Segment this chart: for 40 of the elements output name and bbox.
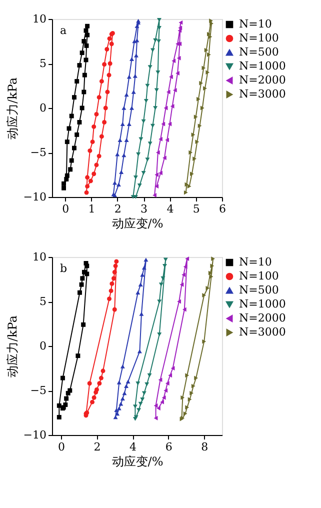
- x-tick-label: 8: [201, 440, 208, 454]
- y-tick-label: 5: [40, 57, 46, 70]
- x-axis-title: 动应变/%: [112, 216, 164, 230]
- annotation: b: [60, 262, 68, 275]
- y-tick-label: 0: [40, 102, 46, 114]
- legend-label: N=3000: [239, 88, 286, 100]
- x-tick-label: 0: [62, 202, 70, 216]
- x-tick-label: 2: [94, 440, 101, 454]
- y-tick-label: −10: [23, 190, 46, 204]
- x-tick-label: 6: [219, 202, 226, 216]
- x-tick-label: 4: [166, 202, 174, 216]
- x-tick-label: 2: [114, 202, 122, 216]
- x-tick-label: 0: [58, 440, 65, 454]
- legend-label: N=10: [239, 18, 272, 30]
- y-tick-label: 10: [32, 12, 46, 26]
- y-tick-label: 0: [40, 340, 46, 352]
- legend-label: N=2000: [239, 312, 286, 324]
- x-axis-title: 动应变/%: [112, 454, 164, 468]
- y-tick-label: −5: [30, 384, 46, 397]
- x-tick-label: 1: [88, 202, 96, 216]
- annotation: a: [60, 24, 67, 37]
- y-axis-title: 动应力/kPa: [5, 77, 20, 140]
- legend-label: N=1000: [239, 60, 286, 72]
- legend-label: N=100: [239, 32, 279, 44]
- y-tick-label: −10: [23, 428, 46, 442]
- legend-label: N=10: [239, 256, 272, 268]
- legend-label: N=1000: [239, 298, 286, 310]
- y-tick-label: −5: [30, 146, 46, 159]
- legend-label: N=500: [239, 284, 279, 296]
- legend-label: N=100: [239, 270, 279, 282]
- x-tick-label: 6: [165, 440, 172, 454]
- y-axis-title: 动应力/kPa: [5, 315, 20, 378]
- x-tick-label: 5: [192, 202, 200, 216]
- legend-label: N=2000: [239, 74, 286, 86]
- legend-label: N=500: [239, 46, 279, 58]
- x-tick-label: 3: [140, 202, 148, 216]
- x-tick-label: 4: [130, 440, 137, 454]
- legend-label: N=3000: [239, 326, 286, 338]
- y-tick-label: 10: [32, 250, 46, 264]
- y-tick-label: 5: [40, 295, 46, 308]
